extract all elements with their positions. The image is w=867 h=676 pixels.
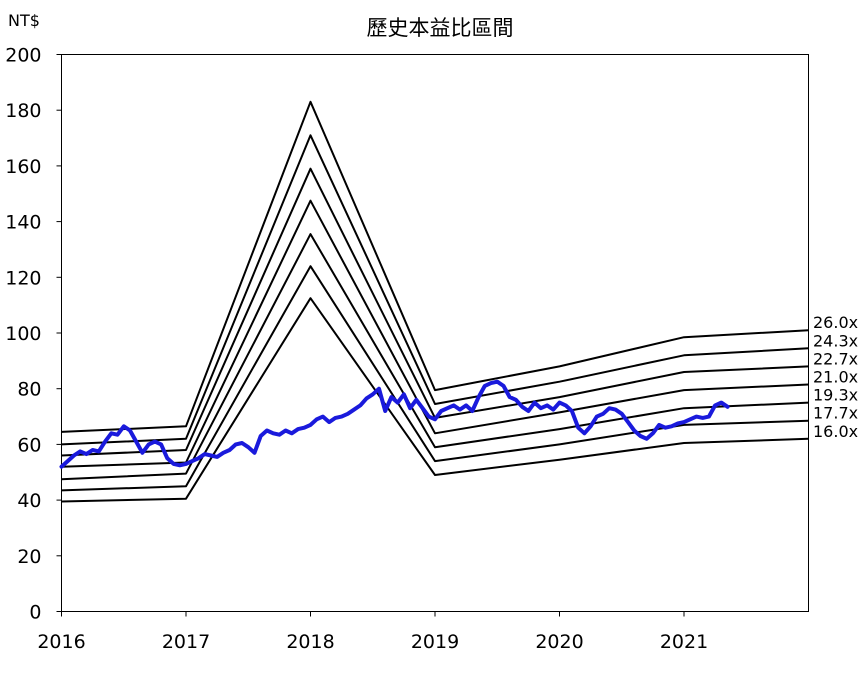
pe-band-label: 24.3x [813,331,858,350]
pe-band-label: 19.3x [813,386,858,405]
pe-band-label: 26.0x [813,313,858,332]
y-tick-label: 160 [5,156,41,178]
pe-band-line [61,265,809,492]
x-tick-label: 2019 [411,631,459,653]
y-axis: 0 20 40 60 80 100 120 140 160 180 200 [5,45,62,624]
y-tick-label: 60 [17,434,41,456]
chart-title: 歷史本益比區間 [367,16,514,40]
pe-band-label: 17.7x [813,404,858,423]
pe-band-line [61,233,809,481]
y-tick-label: 200 [5,45,41,67]
price-line [59,379,730,469]
x-axis: 2016 2017 2018 2019 2020 2021 [37,611,708,653]
pe-band-label: 16.0x [813,422,858,441]
y-tick-label: 20 [17,546,41,568]
x-tick-label: 2016 [37,631,85,653]
pe-band-label: 22.7x [813,349,858,368]
y-tick-label: 180 [5,100,41,122]
pe-band-line [61,167,809,457]
y-tick-label: 120 [5,267,41,289]
y-axis-unit: NT$ [8,11,40,30]
y-tick-label: 140 [5,212,41,234]
pe-band-lines [61,100,809,503]
plot-area [61,54,809,612]
x-tick-label: 2017 [162,631,210,653]
y-tick-label: 0 [29,602,41,624]
y-tick-label: 40 [17,490,41,512]
pe-band-line [61,297,809,503]
x-tick-label: 2020 [535,631,583,653]
price-series [59,379,730,469]
y-tick-label: 80 [17,379,41,401]
x-tick-label: 2021 [660,631,708,653]
y-tick-label: 100 [5,323,41,345]
pe-band-line [61,100,809,433]
x-tick-label: 2018 [286,631,334,653]
pe-band-label: 21.0x [813,368,858,387]
pe-band-line [61,134,809,446]
